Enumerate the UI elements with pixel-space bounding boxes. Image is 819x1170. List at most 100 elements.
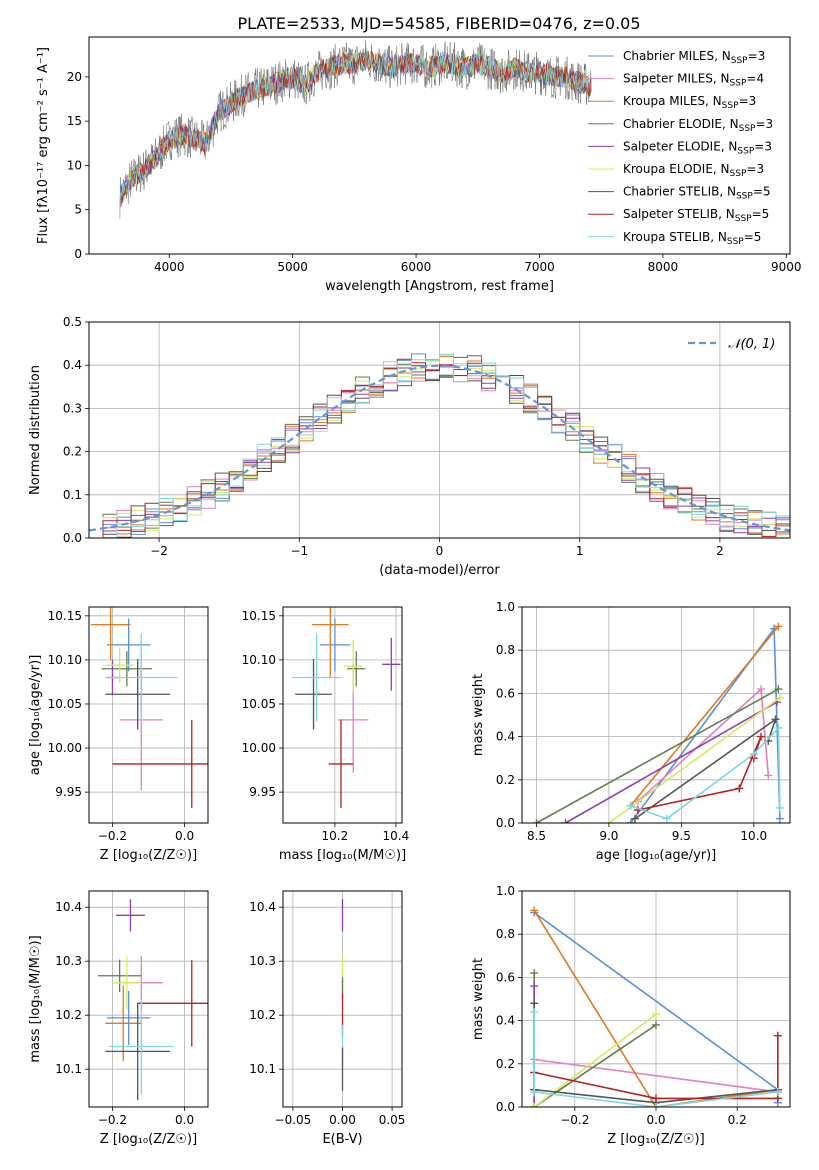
y-tick-label: 0.0	[496, 1100, 515, 1114]
y-tick-label: 10.1	[249, 1062, 276, 1076]
figure-title: PLATE=2533, MJD=54585, FIBERID=0476, z=0…	[237, 14, 640, 33]
series-kroupa_miles	[533, 909, 778, 1107]
x-tick-label: 0.2	[728, 1113, 747, 1127]
y-tick-label: 10.3	[249, 954, 276, 968]
x-tick-label: −0.2	[560, 1113, 589, 1127]
point-marker	[773, 1087, 782, 1096]
series-kroupa_elodie	[608, 697, 781, 823]
point-marker	[530, 982, 539, 991]
series-salpeter_stelib	[534, 1035, 779, 1100]
y-tick-label: 10.05	[48, 697, 82, 711]
series-salpeter_miles	[534, 1058, 778, 1093]
axes-frame	[521, 606, 791, 824]
y-tick-label: 10	[67, 158, 82, 172]
errorbar-chabrier_stelib	[295, 659, 332, 730]
x-tick-label: −1	[290, 544, 308, 558]
x-tick-label: 10.0	[740, 829, 767, 843]
x-axis-label: Z [log₁₀(Z/Z☉)]	[607, 1132, 704, 1147]
x-tick-label: 8000	[648, 260, 679, 274]
point-marker	[749, 749, 758, 758]
series-chabrier_stelib	[634, 717, 778, 820]
y-tick-label: 0.4	[496, 730, 515, 744]
axes-residuals: −2 −1 0 1 2 0.0 0.1 0.2 0.3 0.4 0.5 (data-model)/er…	[28, 315, 791, 578]
axes-frame	[88, 321, 791, 539]
point-marker	[604, 819, 613, 823]
x-tick-label: −0.2	[98, 829, 127, 843]
x-tick-label: 0.0	[646, 1113, 665, 1127]
x-tick-label: 0	[436, 544, 444, 558]
point-marker	[773, 1031, 782, 1040]
errorbar-kroupa_stelib	[108, 997, 174, 1096]
series-kroupa_miles	[629, 625, 780, 807]
errorbar-kroupa_miles	[90, 607, 131, 660]
x-axis-label: age [log₁₀(age/yr)]	[596, 848, 717, 863]
errorbar-salpeter_stelib	[112, 719, 208, 809]
y-axis-label: age [log₁₀(age/yr)]	[28, 655, 43, 776]
errorbar-salpeter_stelib	[328, 719, 354, 809]
point-marker	[530, 969, 539, 978]
series-kroupa_elodie	[533, 1013, 657, 1107]
series-salpeter_stelib	[637, 736, 762, 811]
point-marker	[764, 771, 773, 780]
point-marker	[757, 732, 766, 741]
axes-frame	[282, 606, 403, 824]
x-tick-label: 9000	[771, 260, 802, 274]
point-marker	[530, 1103, 539, 1107]
point-marker	[530, 1087, 539, 1096]
spectrum-model-kroupa_stelib	[119, 48, 592, 208]
point-marker	[530, 1007, 539, 1016]
y-tick-label: 15	[67, 114, 82, 128]
axes-frame	[521, 890, 791, 1108]
legend-label: Chabrier MILES, NSSP=3	[623, 49, 765, 66]
y-tick-label: 5	[74, 203, 82, 217]
errorbar-salpeter_elodie	[382, 637, 401, 691]
y-tick-label: 0.0	[63, 531, 82, 545]
errorbar-kroupa_stelib	[292, 633, 341, 722]
x-tick-label: 5000	[277, 260, 308, 274]
errorbar-kroupa_miles	[311, 607, 349, 678]
point-marker	[626, 819, 635, 823]
plot-area-age_vs_Z	[89, 607, 208, 823]
x-axis-label: wavelength [Angstrom, rest frame]	[325, 279, 554, 294]
y-tick-label: 0.8	[496, 927, 515, 941]
errorbar-kroupa_elodie	[344, 639, 363, 693]
x-tick-label: 0.05	[379, 1113, 406, 1127]
x-tick-label: 6000	[401, 260, 432, 274]
y-tick-label: 0.0	[496, 816, 515, 830]
y-tick-label: 0.1	[63, 488, 82, 502]
x-tick-label: 10.4	[383, 829, 410, 843]
axes-frame	[88, 606, 209, 824]
errorbar-chabrier_elodie	[101, 651, 153, 687]
x-tick-label: −0.05	[275, 1113, 312, 1127]
plot-area-mass_weight_vs_Z	[522, 891, 790, 1107]
y-axis-label: mass weight	[471, 674, 486, 756]
plot-area-age_vs_mass	[283, 607, 402, 823]
y-tick-label: 10.15	[242, 609, 276, 623]
errorbar-chabrier_elodie	[98, 959, 142, 992]
y-axis-label: Normed distribution	[28, 365, 43, 495]
legend-label: Chabrier STELIB, NSSP=5	[623, 185, 771, 202]
errorbar-salpeter_elodie	[116, 899, 145, 932]
y-axis-label: Flux [fλ10⁻¹⁷ erg cm⁻² s⁻¹ A⁻¹]	[36, 47, 51, 244]
point-marker	[735, 784, 744, 793]
y-tick-label: 0.4	[496, 1014, 515, 1028]
x-tick-label: 9.5	[672, 829, 691, 843]
y-tick-label: 0.4	[63, 358, 82, 372]
point-marker	[771, 715, 780, 724]
errorbar-kroupa_stelib	[105, 633, 178, 722]
y-tick-label: 10.10	[242, 653, 276, 667]
x-tick-label: 7000	[524, 260, 555, 274]
x-tick-label: 2	[716, 544, 724, 558]
point-marker	[775, 803, 784, 812]
x-axis-label: mass [log₁₀(M/M☉)]	[279, 848, 406, 863]
axes-frame	[88, 890, 209, 1108]
point-marker	[662, 814, 671, 823]
y-tick-label: 10.05	[242, 697, 276, 711]
y-tick-label: 0	[74, 247, 82, 261]
point-marker	[774, 622, 783, 631]
legend-label: Kroupa STELIB, NSSP=5	[623, 230, 761, 247]
x-axis-label: E(B-V)	[322, 1132, 362, 1147]
point-marker	[630, 814, 639, 823]
y-tick-label: 10.4	[249, 900, 276, 914]
errorbar-chabrier_miles	[107, 990, 151, 1045]
